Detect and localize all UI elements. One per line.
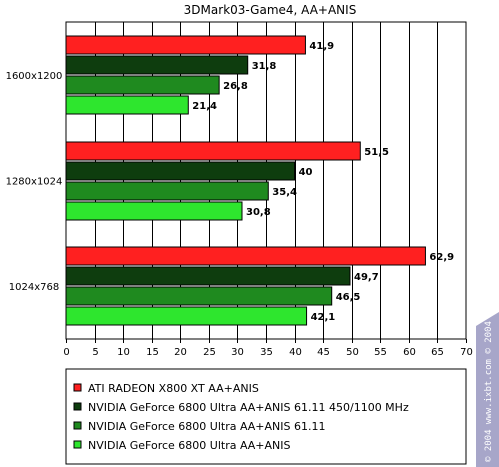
x-tick-label: 5 — [92, 347, 98, 358]
x-tick-label: 70 — [460, 347, 473, 358]
category-label: 1280x1024 — [6, 177, 63, 188]
watermark-text: © 2004 www.ixbt.com © 2004 www.digit-lif… — [484, 218, 494, 462]
x-axis: 0 5 10 15 20 25 30 35 40 45 50 55 60 65 70 — [63, 339, 473, 358]
x-tick-label: 65 — [431, 347, 444, 358]
category-labels: 1600x1200 1280x1024 1024x768 — [6, 71, 63, 293]
watermark: © 2004 www.ixbt.com © 2004 www.digit-lif… — [476, 218, 499, 467]
data-label: 30,8 — [246, 207, 271, 218]
bar — [65, 95, 189, 115]
x-tick-label: 25 — [203, 347, 216, 358]
data-label: 21,4 — [192, 101, 217, 112]
x-tick-label: 40 — [289, 347, 302, 358]
data-label: 35,4 — [272, 187, 297, 198]
legend-box — [65, 368, 467, 465]
data-label: 31,8 — [252, 61, 277, 72]
x-tick-label: 45 — [317, 347, 330, 358]
category-label: 1024x768 — [9, 282, 59, 293]
legend-swatch — [73, 402, 82, 411]
data-label: 51,5 — [364, 147, 389, 158]
legend-label: ATI RADEON X800 XT AA+ANIS — [88, 382, 259, 395]
x-tick-label: 15 — [146, 347, 159, 358]
x-tick-label: 10 — [117, 347, 130, 358]
x-tick-label: 55 — [374, 347, 387, 358]
category-label: 1600x1200 — [6, 71, 63, 82]
data-label: 49,7 — [354, 272, 379, 283]
legend-label: NVIDIA GeForce 6800 Ultra AA+ANIS 61.11 — [88, 420, 326, 433]
data-label: 62,9 — [429, 252, 454, 263]
legend-swatch — [73, 440, 82, 449]
data-label: 46,5 — [336, 292, 361, 303]
bar — [65, 75, 220, 95]
bar — [65, 306, 308, 326]
bar — [65, 181, 269, 201]
legend-label: NVIDIA GeForce 6800 Ultra AA+ANIS 61.11 … — [88, 401, 409, 414]
x-tick-label: 30 — [231, 347, 244, 358]
data-label: 26,8 — [223, 81, 248, 92]
x-tick-label: 20 — [174, 347, 187, 358]
data-label: 42,1 — [311, 312, 336, 323]
data-label: 41,9 — [309, 41, 334, 52]
bar — [65, 201, 243, 221]
bar — [65, 161, 296, 181]
grid-lines — [95, 22, 438, 339]
x-tick-label: 50 — [346, 347, 359, 358]
watermark-ribbon — [476, 312, 499, 467]
bar — [65, 55, 249, 75]
bar — [65, 246, 426, 266]
legend-swatch — [73, 383, 82, 392]
bar — [65, 35, 306, 55]
x-tick-label: 60 — [403, 347, 416, 358]
legend-label: NVIDIA GeForce 6800 Ultra AA+ANIS — [88, 439, 291, 452]
bar — [65, 286, 333, 306]
legend-swatch — [73, 421, 82, 430]
bar — [65, 266, 351, 286]
bar — [65, 141, 361, 161]
chart-title: 3DMark03-Game4, AA+ANIS — [184, 3, 357, 17]
x-tick-label: 35 — [260, 347, 273, 358]
legend: ATI RADEON X800 XT AA+ANIS NVIDIA GeForce… — [73, 382, 409, 452]
data-label: 40 — [299, 167, 313, 178]
x-tick-label: 0 — [63, 347, 69, 358]
